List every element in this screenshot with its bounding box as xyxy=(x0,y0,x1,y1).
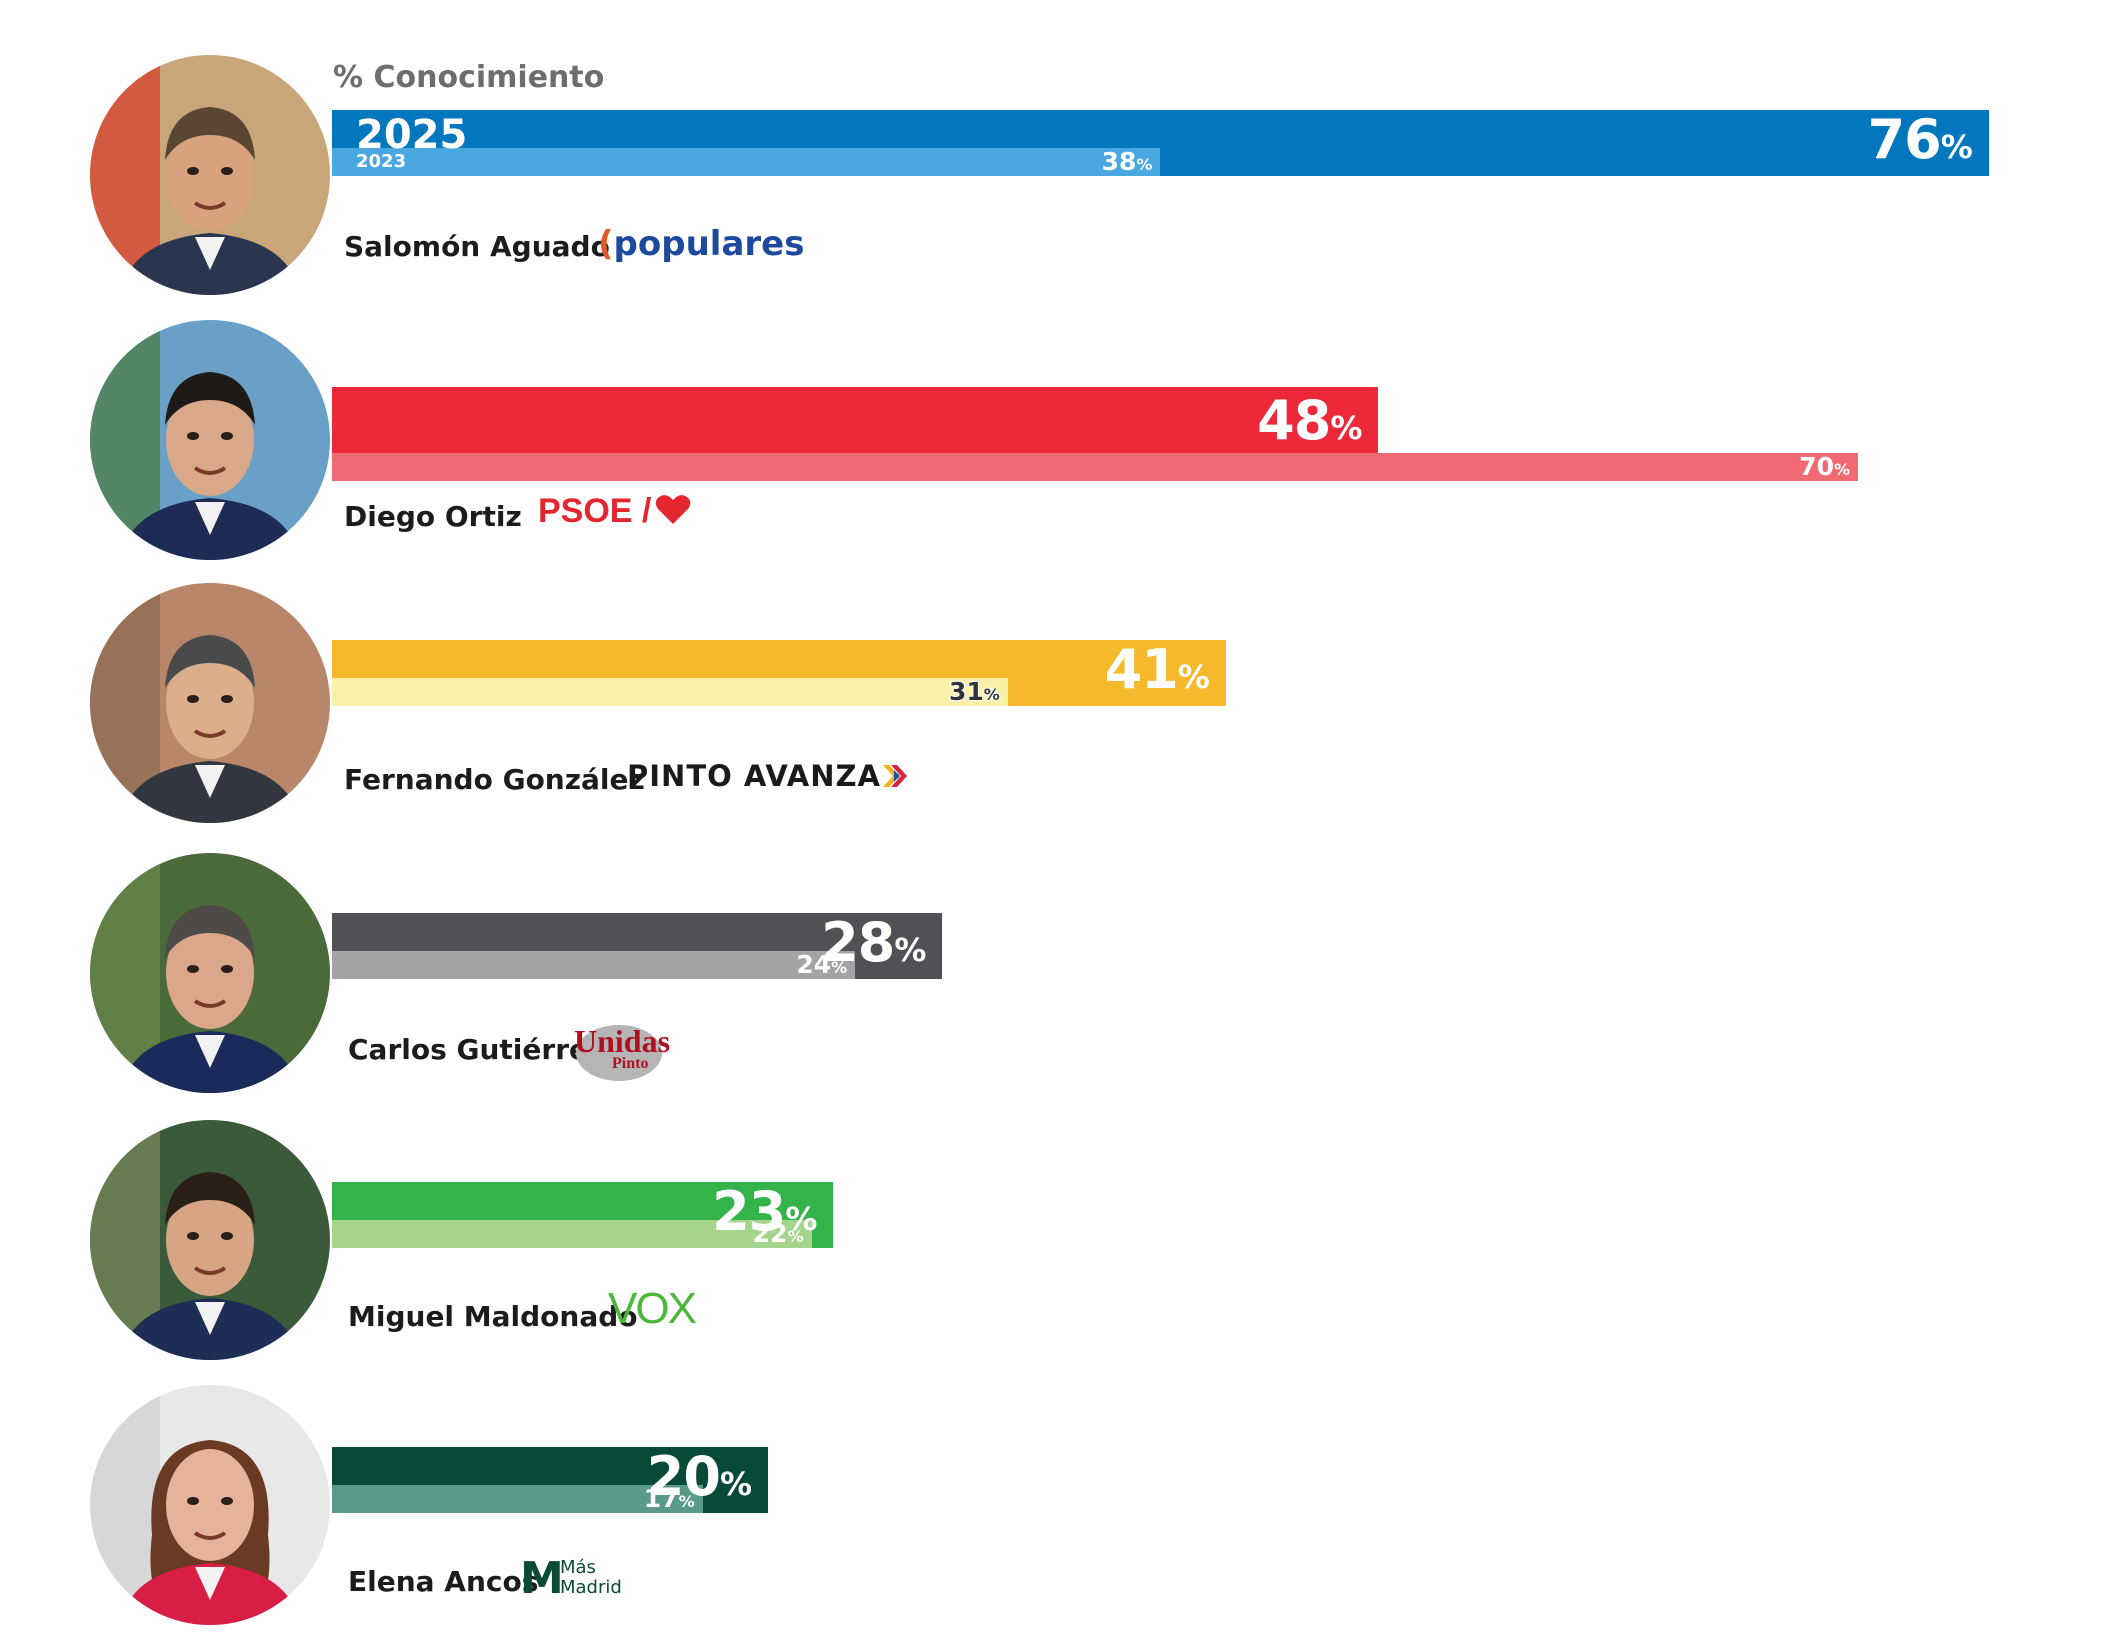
bar-2023 xyxy=(332,453,1858,481)
chevron-arrows-icon xyxy=(882,765,907,787)
label-2023: 38% xyxy=(1101,147,1153,176)
label-2025: 76% xyxy=(1867,108,1973,171)
candidate-row: 28% 24% Carlos Gutiérrez Unidas Pinto xyxy=(0,848,2126,1098)
label-2023: 70% xyxy=(1799,452,1850,481)
party-logo: PSOE / xyxy=(538,492,691,531)
candidate-row: 41% 31% Fernando González PINTO AVANZA xyxy=(0,578,2126,828)
label-2023: 17% xyxy=(643,1484,695,1513)
party-logo: (populares xyxy=(598,224,804,264)
label-2025: 41% xyxy=(1104,638,1210,701)
label-2025: 20% xyxy=(646,1445,752,1508)
bar-2025 xyxy=(332,387,1379,453)
party-logo: M Más Madrid xyxy=(520,1553,630,1604)
candidate-name: Salomón Aguado xyxy=(344,230,610,263)
psoe-label: PSOE / xyxy=(538,492,652,530)
candidate-name: Fernando González xyxy=(344,763,645,796)
bar-2023 xyxy=(332,1220,812,1248)
candidate-photo xyxy=(90,1120,330,1360)
unidas-pinto-logo: Unidas Pinto xyxy=(574,1019,670,1081)
year-label-2023: 2023 xyxy=(356,151,407,172)
chart-title: % Conocimiento xyxy=(333,60,605,95)
bar-2023 xyxy=(332,148,1161,176)
candidate-name: Miguel Maldonado xyxy=(348,1300,638,1333)
party-logo: PINTO AVANZA xyxy=(627,759,911,793)
bar-2023 xyxy=(332,951,856,979)
label-2025: 48% xyxy=(1257,389,1363,452)
label-2023: 31% xyxy=(948,677,1000,706)
label-2025: 28% xyxy=(821,911,927,974)
label-2023: 22% xyxy=(752,1219,804,1248)
candidate-row: 76% 38% 2025 2023 Salomón Aguado (populares xyxy=(0,50,2126,300)
candidate-photo xyxy=(90,320,330,560)
party-logo: VOX xyxy=(608,1284,697,1334)
candidate-name: Diego Ortiz xyxy=(344,500,522,533)
candidate-photo xyxy=(90,583,330,823)
party-label: PINTO AVANZA xyxy=(627,759,881,793)
year-label-2025: 2025 xyxy=(356,112,468,158)
candidate-row: 23% 22% Miguel Maldonado VOX xyxy=(0,1115,2126,1365)
heart-icon xyxy=(656,495,691,524)
label-2023: 24% xyxy=(796,950,848,979)
candidate-photo xyxy=(90,1385,330,1625)
pp-logo-icon: ( xyxy=(598,224,614,264)
vox-logo: VOX xyxy=(608,1284,697,1333)
bar-2023 xyxy=(332,1485,703,1513)
candidate-row: 48% 70% Diego Ortiz PSOE / xyxy=(0,315,2126,565)
bar-2023 xyxy=(332,678,1008,706)
mas-madrid-logo: M Más Madrid xyxy=(520,1553,622,1604)
candidate-name: Carlos Gutiérrez xyxy=(348,1033,605,1066)
candidate-name: Elena Ancos xyxy=(348,1565,539,1598)
candidate-photo xyxy=(90,853,330,1093)
label-2025: 23% xyxy=(712,1180,818,1243)
candidate-row: 20% 17% Elena Ancos M Más Madrid xyxy=(0,1380,2126,1630)
candidate-photo xyxy=(90,55,330,295)
party-logo: Unidas Pinto xyxy=(574,1019,670,1081)
party-label: populares xyxy=(613,224,805,264)
